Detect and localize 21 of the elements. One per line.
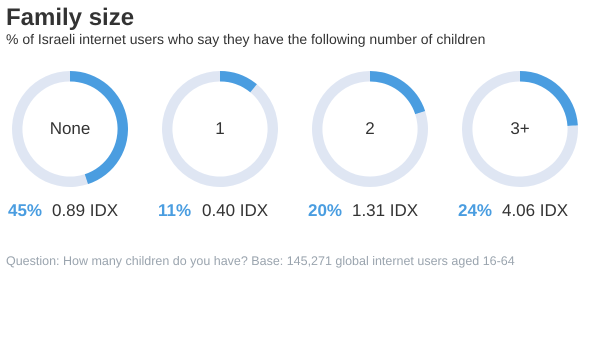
donut-slice xyxy=(162,71,278,187)
text: 4.06 IDX xyxy=(502,201,568,220)
slice-label: 3+ xyxy=(510,119,530,138)
text: 0.89 IDX xyxy=(52,201,118,220)
text: % of Israeli internet users who say they have the following number of children xyxy=(6,31,486,47)
slice-label: 1 xyxy=(215,119,225,138)
text: 1.31 IDX xyxy=(352,201,418,220)
chart-title: Family size xyxy=(6,4,134,31)
slice-label: None xyxy=(50,119,90,138)
donut-slice xyxy=(462,71,578,187)
text: 45% xyxy=(8,201,42,220)
donut-slice xyxy=(12,71,88,187)
text: 11% xyxy=(158,201,192,220)
donut-slice xyxy=(370,71,426,114)
donut-slice xyxy=(312,71,428,187)
text: Question: How many children do you have? Base: 145,271 global internet users aged 16-64 xyxy=(6,254,515,268)
donut-slice xyxy=(220,71,257,92)
text: 20% xyxy=(308,201,342,220)
text: 24% xyxy=(458,201,492,220)
slice-label: 2 xyxy=(365,119,375,138)
text: 0.40 IDX xyxy=(202,201,268,220)
